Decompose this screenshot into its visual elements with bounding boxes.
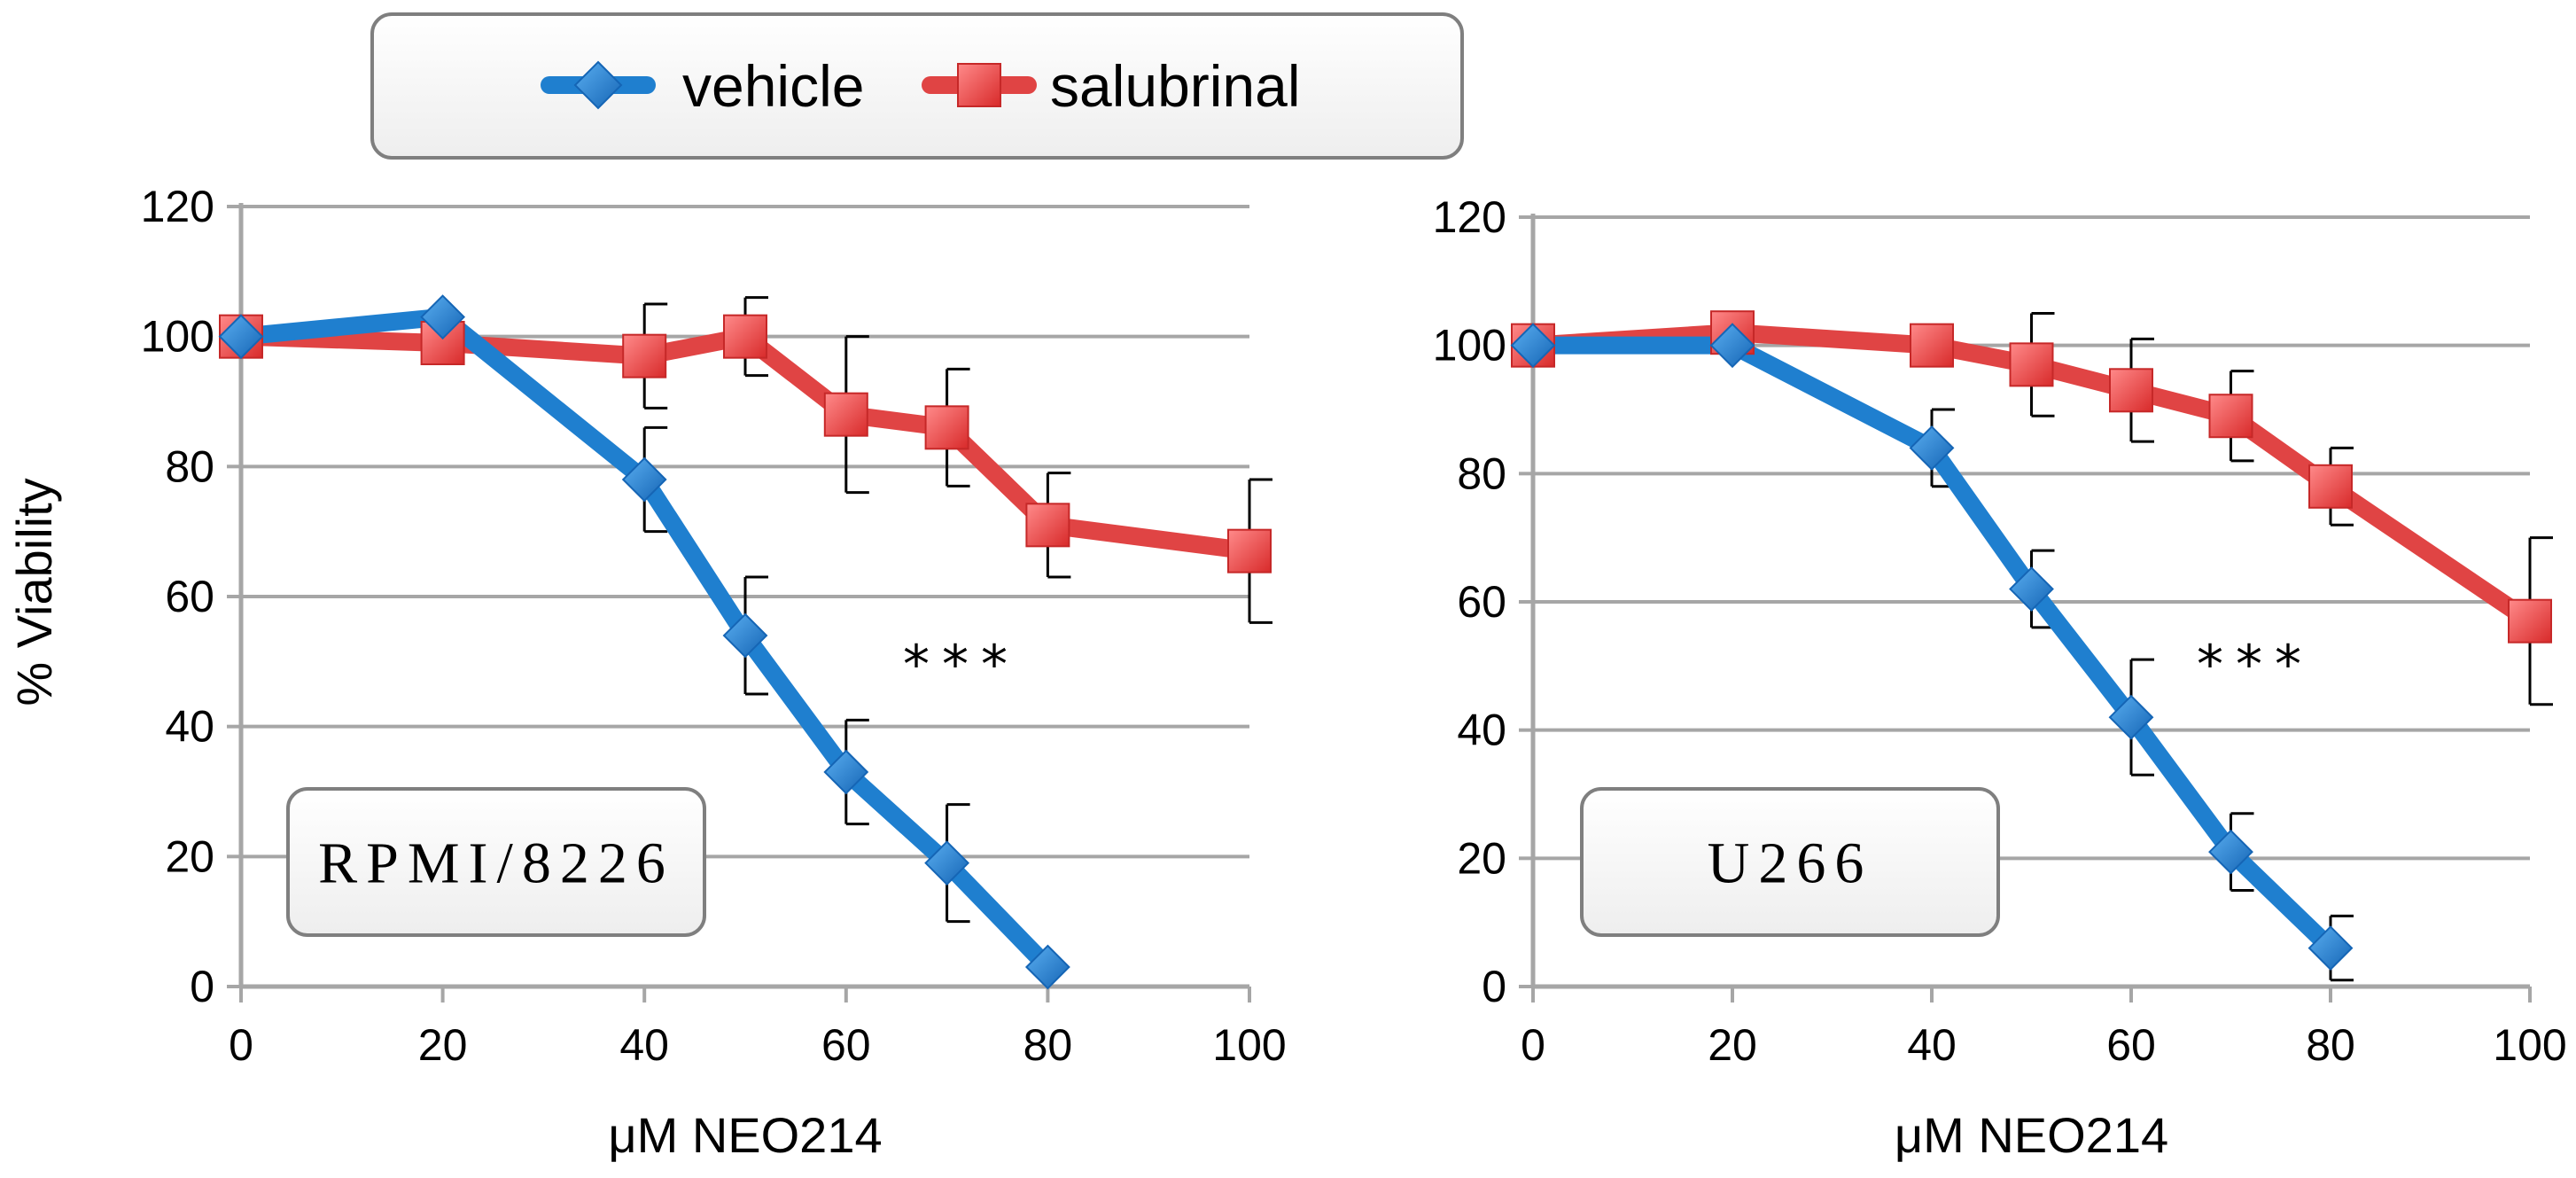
legend-vehicle-marker [573, 60, 623, 110]
data-point-salubrinal [2508, 598, 2552, 644]
cell-line-box [1580, 787, 2000, 937]
x-tick-label: 40 [1907, 1020, 1957, 1070]
data-point-vehicle [2108, 694, 2154, 740]
y-tick-label: 40 [1457, 706, 1506, 755]
y-tick-label: 120 [141, 182, 214, 231]
legend-entry-vehicle: vehicle [541, 53, 864, 119]
data-point-salubrinal [1227, 528, 1272, 573]
data-point-salubrinal [2009, 342, 2054, 387]
data-point-vehicle [722, 612, 768, 659]
data-point-salubrinal [2208, 394, 2253, 439]
data-point-vehicle [621, 456, 667, 503]
y-tick-label: 20 [165, 831, 214, 881]
cell-line-label: U266 [1708, 831, 1873, 896]
data-point-salubrinal [1910, 323, 1954, 368]
y-axis-title: % Viability [6, 478, 62, 706]
x-tick-label: 80 [2306, 1020, 2355, 1070]
x-tick-label: 100 [2493, 1020, 2566, 1070]
data-point-salubrinal [823, 392, 868, 437]
legend-salubrinal-label: salubrinal [1050, 53, 1301, 119]
data-point-vehicle [1024, 944, 1070, 990]
x-tick-label: 20 [418, 1020, 468, 1070]
legend-box [370, 12, 1464, 160]
y-tick-label: 100 [141, 312, 214, 362]
data-point-salubrinal [622, 333, 667, 378]
y-tick-label: 40 [165, 702, 214, 752]
data-point-vehicle [420, 294, 466, 340]
significance-label: *** [903, 634, 1020, 696]
panel-u266: 0 20 40 60 80 100 120 0 20 40 60 80 100 μM NEO214 U266… [1433, 192, 2567, 1163]
y-tick-label: 0 [190, 962, 214, 1011]
data-point-vehicle [1909, 425, 1955, 471]
cell-line-label: RPMI/8226 [318, 831, 674, 896]
legend-salubrinal-marker [957, 63, 1001, 107]
y-tick-label: 60 [1457, 577, 1506, 627]
x-tick-label: 0 [229, 1020, 253, 1070]
data-point-vehicle [1709, 323, 1755, 369]
cell-line-box [286, 787, 706, 937]
data-point-vehicle [2009, 566, 2054, 612]
y-tick-label: 60 [165, 572, 214, 621]
y-tick-label: 0 [1482, 962, 1506, 1011]
x-tick-label: 0 [1521, 1020, 1545, 1070]
x-axis-title: μM NEO214 [608, 1107, 882, 1163]
data-point-vehicle [2208, 829, 2253, 875]
legend: vehicle salubrinal [370, 12, 1464, 160]
data-point-vehicle [823, 749, 869, 795]
data-point-vehicle [1510, 323, 1556, 369]
legend-entry-salubrinal: salubrinal [922, 53, 1301, 119]
x-tick-label: 60 [821, 1020, 871, 1070]
x-tick-label: 80 [1023, 1020, 1073, 1070]
y-tick-label: 80 [1457, 449, 1506, 498]
data-point-salubrinal [2109, 368, 2153, 413]
legend-vehicle-label: vehicle [682, 53, 864, 119]
data-point-salubrinal [924, 405, 969, 450]
data-point-vehicle [218, 314, 264, 360]
significance-label: *** [2197, 634, 2314, 696]
y-tick-label: 20 [1457, 833, 1506, 883]
x-tick-label: 100 [1212, 1020, 1286, 1070]
x-tick-label: 20 [1708, 1020, 1757, 1070]
data-point-salubrinal [1025, 503, 1070, 548]
y-tick-label: 120 [1433, 192, 1506, 242]
y-tick-label: 80 [165, 441, 214, 491]
data-point-salubrinal [723, 314, 767, 359]
x-tick-label: 60 [2106, 1020, 2156, 1070]
data-point-vehicle [2308, 925, 2354, 971]
x-tick-label: 40 [619, 1020, 669, 1070]
data-point-vehicle [924, 840, 970, 886]
y-tick-label: 100 [1433, 321, 1506, 371]
x-axis-title: μM NEO214 [1895, 1107, 2168, 1163]
data-point-salubrinal [2308, 464, 2353, 509]
panel-rpmi8226: 0 20 40 60 80 100 120 0 20 40 60 80 100 μM NEO214 RPMI… [141, 182, 1287, 1163]
